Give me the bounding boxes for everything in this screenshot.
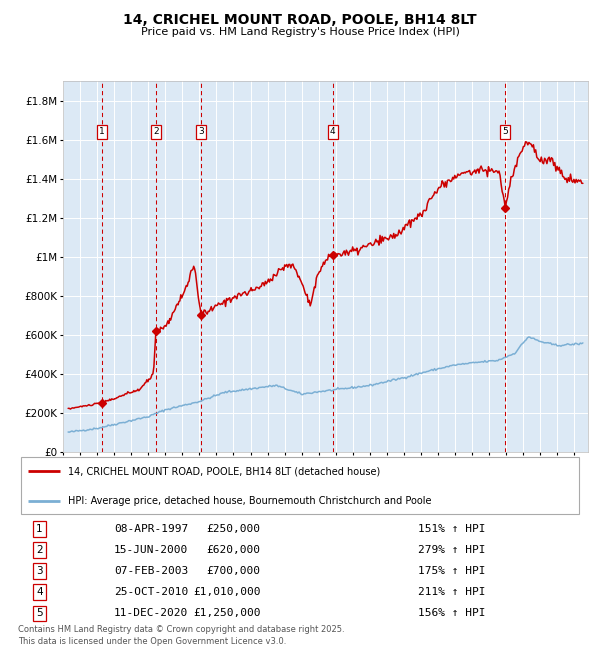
Text: 11-DEC-2020: 11-DEC-2020 — [114, 608, 188, 618]
Text: 1: 1 — [36, 525, 43, 534]
Text: 3: 3 — [36, 566, 43, 577]
Text: Contains HM Land Registry data © Crown copyright and database right 2025.
This d: Contains HM Land Registry data © Crown c… — [18, 625, 344, 646]
Text: £620,000: £620,000 — [206, 545, 260, 555]
Text: £700,000: £700,000 — [206, 566, 260, 577]
Text: 15-JUN-2000: 15-JUN-2000 — [114, 545, 188, 555]
Text: 14, CRICHEL MOUNT ROAD, POOLE, BH14 8LT: 14, CRICHEL MOUNT ROAD, POOLE, BH14 8LT — [123, 13, 477, 27]
Text: 25-OCT-2010: 25-OCT-2010 — [114, 588, 188, 597]
Text: 4: 4 — [36, 588, 43, 597]
Text: 5: 5 — [36, 608, 43, 618]
Text: 175% ↑ HPI: 175% ↑ HPI — [418, 566, 486, 577]
Text: 156% ↑ HPI: 156% ↑ HPI — [418, 608, 486, 618]
Text: 3: 3 — [198, 127, 204, 136]
Text: 279% ↑ HPI: 279% ↑ HPI — [418, 545, 486, 555]
Text: 1: 1 — [99, 127, 104, 136]
Text: £250,000: £250,000 — [206, 525, 260, 534]
Text: Price paid vs. HM Land Registry's House Price Index (HPI): Price paid vs. HM Land Registry's House … — [140, 27, 460, 37]
Text: 5: 5 — [502, 127, 508, 136]
Text: 07-FEB-2003: 07-FEB-2003 — [114, 566, 188, 577]
Text: 08-APR-1997: 08-APR-1997 — [114, 525, 188, 534]
Text: 14, CRICHEL MOUNT ROAD, POOLE, BH14 8LT (detached house): 14, CRICHEL MOUNT ROAD, POOLE, BH14 8LT … — [68, 466, 380, 476]
Text: 2: 2 — [36, 545, 43, 555]
Text: HPI: Average price, detached house, Bournemouth Christchurch and Poole: HPI: Average price, detached house, Bour… — [68, 497, 431, 506]
FancyBboxPatch shape — [21, 458, 579, 514]
Text: 2: 2 — [153, 127, 159, 136]
Text: 4: 4 — [330, 127, 335, 136]
Text: £1,010,000: £1,010,000 — [193, 588, 260, 597]
Text: 151% ↑ HPI: 151% ↑ HPI — [418, 525, 486, 534]
Text: £1,250,000: £1,250,000 — [193, 608, 260, 618]
Text: 211% ↑ HPI: 211% ↑ HPI — [418, 588, 486, 597]
